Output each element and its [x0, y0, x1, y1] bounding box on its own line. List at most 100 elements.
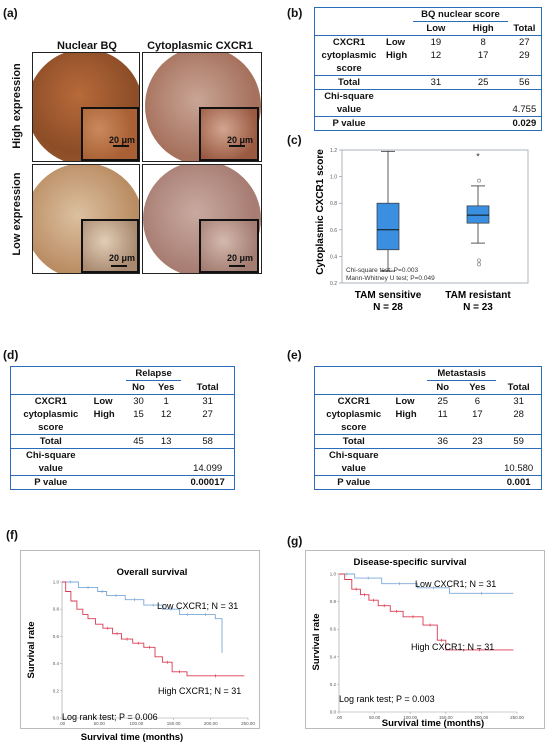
cell: 11 — [437, 409, 448, 420]
plot-border — [305, 550, 545, 729]
x-tick-label: 50.00 — [94, 721, 106, 726]
ihc-inset — [199, 107, 259, 161]
x-tick-label: .00 — [59, 721, 66, 726]
col-yes: Yes — [469, 382, 486, 393]
panel-label-e: (e) — [287, 348, 302, 362]
y-tick-label: 0.4 — [53, 661, 60, 666]
row-label: score — [336, 63, 362, 74]
total-label: Total — [10, 434, 91, 449]
x-tick-label: 100.00 — [403, 715, 417, 720]
row-high: High — [395, 409, 417, 420]
cell: 15 — [133, 409, 144, 420]
ihc-tile-cxcr1-high: 20 μm — [142, 52, 262, 162]
y-tick-label: 0.8 — [330, 201, 337, 207]
cell: 29 — [519, 50, 530, 61]
row-label: score — [341, 422, 367, 433]
ihc-inset — [81, 107, 139, 161]
box — [376, 202, 400, 251]
chi-label: value — [336, 104, 362, 115]
box-ylabel: Cytoplasmic CXCR1 score — [315, 149, 326, 275]
chi-label: value — [341, 463, 366, 474]
km-series-line — [62, 581, 245, 677]
cell: 13 — [151, 434, 182, 449]
cell: 1 — [151, 394, 182, 408]
ihc-row2-label: Low expression — [11, 172, 23, 256]
cell: 17 — [472, 409, 483, 420]
y-tick-label: 0.8 — [330, 599, 337, 604]
scale-bar — [229, 265, 245, 267]
cell: 58 — [181, 434, 235, 449]
x-tick-label: 250.00 — [241, 721, 255, 726]
chi-value: 4.755 — [512, 104, 537, 115]
legend-low: Low CXCR1; N = 31 — [415, 579, 496, 589]
table-e-header: Metastasis — [426, 366, 497, 381]
ihc-tile-nuclear-low: 20 μm — [32, 164, 140, 274]
x-tick-label: .00 — [336, 715, 343, 720]
y-tick-label: 0.2 — [330, 281, 337, 287]
table-b: BQ nuclear score Low High Total CXCR1 Low 19… — [314, 7, 542, 131]
x-tick-label: 250.00 — [510, 715, 524, 720]
cell: 27 — [507, 35, 542, 49]
scale-bar-label: 20 μm — [227, 253, 254, 263]
row-label: cytoplasmic — [326, 409, 382, 420]
cell: 28 — [513, 409, 524, 420]
row-label: score — [38, 422, 64, 433]
chi-label: Chi-square — [10, 448, 91, 462]
cell: 30 — [125, 394, 152, 408]
extreme-point: * — [476, 152, 480, 162]
ihc-col1-title: Nuclear BQ — [57, 40, 117, 52]
cell: 23 — [458, 434, 497, 449]
chi-value: 10.580 — [504, 463, 534, 474]
row-label: cytoplasmic — [321, 50, 377, 61]
row-label: CXCR1 — [314, 394, 393, 408]
y-tick-label: 0.0 — [330, 710, 337, 715]
row-high: High — [386, 50, 408, 61]
panel-label-a: (a) — [3, 6, 18, 20]
cell: 31 — [413, 75, 459, 90]
scale-bar — [113, 145, 129, 147]
cell: 27 — [202, 409, 213, 420]
category-label: TAM sensitive — [355, 290, 422, 301]
chi-value: 14.099 — [193, 463, 223, 474]
y-tick-label: 1.2 — [330, 148, 337, 154]
cell: 12 — [430, 50, 442, 61]
col-high: High — [472, 23, 494, 34]
y-tick-label: 0.2 — [53, 688, 60, 693]
row-low: Low — [90, 394, 126, 408]
km-xlabel: Survival time (months) — [81, 732, 183, 743]
km-ylabel: Survival rate — [311, 613, 322, 670]
panel-label-c: (c) — [287, 133, 302, 147]
ihc-inset — [199, 219, 259, 273]
legend-high: High CXCR1; N = 31 — [158, 686, 241, 696]
y-tick-label: 1.0 — [330, 572, 337, 577]
y-tick-label: 0.0 — [53, 716, 60, 721]
chi-label: Chi-square — [314, 448, 393, 462]
box-plot-c: Cytoplasmic CXCR1 score 0.2 0.4 0.6 0.8 1.0 1… — [315, 148, 529, 313]
x-tick-label: 100.00 — [130, 721, 144, 726]
cell: 56 — [507, 75, 542, 90]
panel-label-b: (b) — [287, 6, 303, 20]
cell: 45 — [125, 434, 152, 449]
p-label: P value — [10, 475, 91, 490]
p-label: P value — [314, 116, 384, 131]
legend-low: Low CXCR1; N = 31 — [157, 601, 238, 611]
ihc-col2-title: Cytoplasmic CXCR1 — [147, 40, 253, 52]
col-total: Total — [196, 381, 219, 393]
scale-bar — [229, 145, 245, 147]
row-high: High — [93, 409, 115, 420]
y-tick-label: 0.8 — [53, 607, 60, 612]
p-value: 0.029 — [507, 116, 542, 131]
table-b-header: BQ nuclear score — [413, 7, 508, 22]
scale-bar-label: 20 μm — [109, 135, 136, 145]
y-tick-label: 0.6 — [330, 228, 337, 234]
outlier-point — [477, 262, 481, 267]
row-low: Low — [392, 394, 427, 408]
col-total: Total — [513, 22, 536, 34]
annotation-chi: Chi-square test: P=0.003 — [346, 267, 418, 274]
cell: 59 — [496, 434, 542, 449]
table-d-header: Relapse — [125, 366, 182, 381]
km-series-line — [62, 581, 223, 653]
cell: 19 — [413, 35, 459, 49]
km-ylabel: Survival rate — [26, 621, 37, 678]
cell: 12 — [160, 409, 172, 420]
